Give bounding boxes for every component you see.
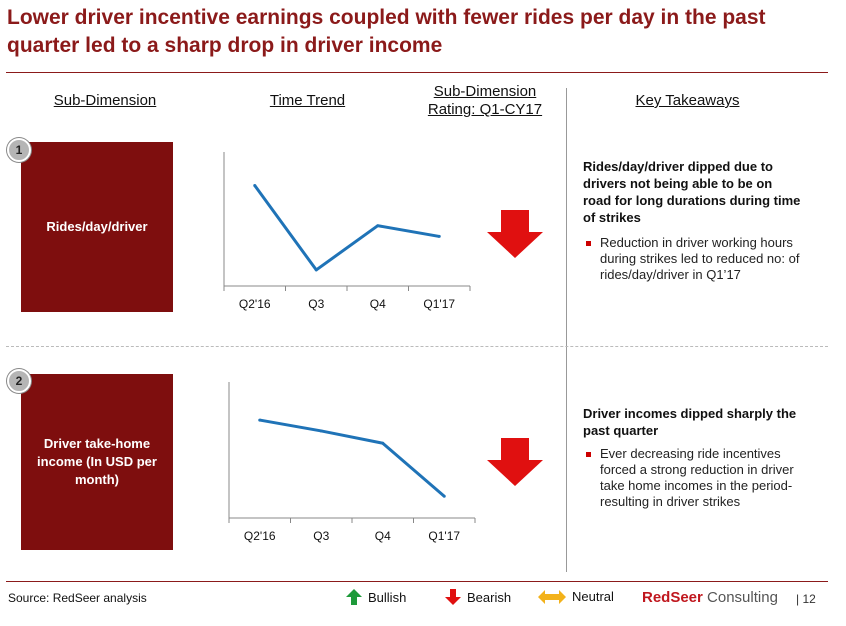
row-number-badge-2: 2	[7, 369, 31, 393]
data-point	[314, 268, 318, 272]
takeaway-bullet-1: Reduction in driver working hours during…	[584, 235, 816, 283]
source-note: Source: RedSeer analysis	[8, 591, 147, 605]
row-divider	[6, 346, 828, 347]
header-rating: Sub-Dimension Rating: Q1-CY17	[415, 83, 555, 119]
trend-chart-2: Q2'16 Q3 Q4 Q1'17	[228, 382, 476, 543]
series-line	[259, 418, 446, 498]
data-point	[381, 441, 385, 445]
up-arrow-icon	[346, 589, 362, 605]
page-number: | 12	[796, 592, 816, 606]
brand-name-rest: Consulting	[702, 589, 778, 606]
brand-name-red: RedSeer	[642, 589, 703, 606]
slide-title: Lower driver incentive earnings coupled …	[7, 6, 766, 57]
legend-bearish-label: Bearish	[467, 589, 512, 605]
data-point	[253, 184, 257, 187]
x-tick-label: Q2'16	[244, 529, 276, 543]
bearish-arrow-icon-1	[487, 210, 543, 258]
x-tick-label: Q1'17	[423, 297, 455, 311]
left-right-arrow-icon	[538, 589, 566, 604]
trend-chart-1: Q2'16 Q3 Q4 Q1'17	[223, 152, 471, 311]
data-point	[437, 234, 441, 238]
x-tick-label: Q3	[313, 529, 329, 543]
x-tick-label: Q4	[370, 297, 386, 311]
header-rating-line2: Rating: Q1-CY17	[427, 101, 543, 118]
header-sub-dimension: Sub-Dimension	[53, 92, 157, 109]
x-tick-label: Q2'16	[239, 297, 271, 311]
takeaway-heading-1: Rides/day/driver dipped due to drivers n…	[583, 159, 801, 225]
brand-logo: RedSeer Consulting	[642, 589, 778, 606]
header-key-takeaways: Key Takeaways	[635, 92, 740, 109]
header-time-trend: Time Trend	[269, 92, 346, 109]
data-point	[376, 224, 380, 228]
footer-divider	[6, 581, 828, 582]
legend-bullish: Bullish	[346, 589, 406, 605]
column-divider	[566, 88, 567, 572]
sub-dimension-label-2: Driver take-home income (In USD per mont…	[37, 436, 157, 487]
row-number-badge-1: 1	[7, 138, 31, 162]
title-divider	[6, 72, 828, 73]
header-rating-line1: Sub-Dimension	[433, 83, 537, 100]
legend-neutral: Neutral	[538, 589, 614, 604]
bearish-arrow-icon-2	[487, 438, 543, 486]
legend-neutral-label: Neutral	[572, 589, 614, 604]
x-tick-label: Q3	[308, 297, 324, 311]
data-point	[319, 429, 323, 433]
x-tick-label: Q1'17	[428, 529, 460, 543]
legend-bullish-label: Bullish	[368, 589, 407, 605]
data-point	[258, 418, 262, 422]
takeaway-heading-2: Driver incomes dipped sharply the past q…	[583, 406, 797, 438]
x-tick-label: Q4	[375, 529, 391, 543]
sub-dimension-box-2: Driver take-home income (In USD per mont…	[21, 374, 173, 550]
takeaway-bullet-2: Ever decreasing ride incentives forced a…	[584, 446, 816, 510]
down-arrow-icon	[445, 589, 461, 605]
legend-bearish: Bearish	[445, 589, 511, 605]
sub-dimension-label-1: Rides/day/driver	[46, 219, 148, 234]
sub-dimension-box-1: Rides/day/driver	[21, 142, 173, 312]
series-line	[253, 184, 440, 272]
data-point	[442, 494, 446, 498]
